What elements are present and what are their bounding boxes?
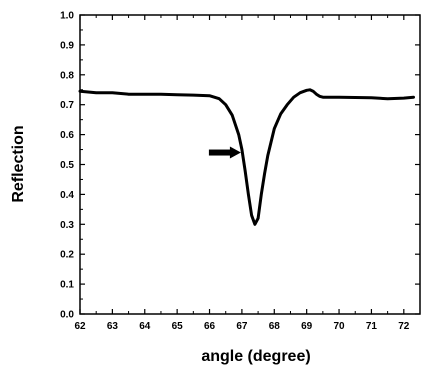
x-tick-label: 69 xyxy=(301,321,313,332)
x-tick-label: 66 xyxy=(204,321,216,332)
y-tick-label: 0.7 xyxy=(60,100,74,111)
y-tick-label: 0.3 xyxy=(60,220,74,231)
x-tick-label: 65 xyxy=(172,321,184,332)
x-tick-label: 67 xyxy=(236,321,248,332)
y-axis-title: Reflection xyxy=(10,125,27,202)
y-tick-label: 0.9 xyxy=(60,40,74,51)
y-tick-label: 0.8 xyxy=(60,70,74,81)
arrow-shaft xyxy=(208,149,231,156)
x-tick-label: 72 xyxy=(398,321,410,332)
x-tick-label: 62 xyxy=(74,321,86,332)
y-tick-label: 0.2 xyxy=(60,250,74,261)
y-tick-labels: 0.0 0.1 0.2 0.3 0.4 0.5 0.6 0.7 0.8 0.9 1.0 xyxy=(60,11,74,321)
x-tick-label: 63 xyxy=(107,321,119,332)
x-tick-labels: 62 63 64 65 66 67 68 69 70 71 72 xyxy=(74,321,409,332)
y-tick-label: 0.0 xyxy=(60,310,74,321)
annotation-layer xyxy=(208,146,241,159)
y-tick-label: 0.5 xyxy=(60,160,74,171)
x-tick-label: 68 xyxy=(269,321,281,332)
x-axis-title: angle (degree) xyxy=(201,348,310,365)
y-tick-label: 1.0 xyxy=(60,11,74,22)
y-tick-label: 0.4 xyxy=(60,190,74,201)
plot-frame xyxy=(79,14,421,315)
arrow-head xyxy=(229,146,241,159)
y-tick-label: 0.1 xyxy=(60,280,74,291)
reflection-line xyxy=(78,88,415,226)
x-tick-label: 71 xyxy=(366,321,378,332)
plot-marks xyxy=(78,88,415,226)
x-tick-label: 64 xyxy=(139,321,151,332)
x-tick-label: 70 xyxy=(333,321,345,332)
y-tick-label: 0.6 xyxy=(60,130,74,141)
